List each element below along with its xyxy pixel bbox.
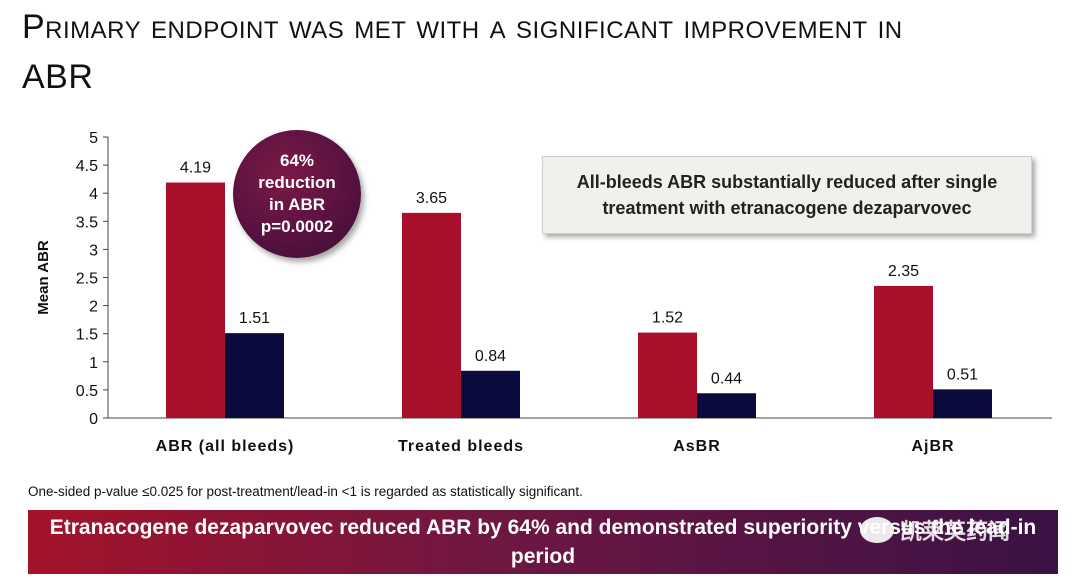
category-label: Treated bleeds [398,438,524,455]
data-label: 1.51 [239,310,270,327]
banner-text: Etranacogene dezaparvovec reduced ABR by… [49,516,1037,568]
y-tick-label: 5 [89,130,98,147]
y-tick-label: 1.5 [76,327,98,344]
bar [697,393,756,418]
badge-line-2: reduction [258,173,336,192]
y-tick-label: 0.5 [76,383,98,400]
data-label: 1.52 [652,310,683,327]
badge-line-4: p=0.0002 [260,217,334,236]
y-tick-label: 4 [89,186,98,203]
category-label: AsBR [673,438,721,455]
y-axis-title: Mean ABR [35,240,52,315]
category-label: ABR (all bleeds) [156,438,295,455]
y-tick-label: 4.5 [76,158,98,175]
y-tick-label: 3 [89,242,98,259]
y-tick-label: 0 [89,411,98,428]
badge-line-3: in ABR [268,195,326,214]
data-label: 0.44 [711,370,742,387]
bar [874,285,933,418]
callout-box: All-bleeds ABR substantially reduced aft… [542,156,1032,234]
wechat-icon [860,517,894,543]
data-label: 3.65 [416,190,447,207]
y-tick-label: 2 [89,299,98,316]
data-label: 0.51 [947,366,978,383]
page-title: Primary endpoint was met with a signific… [22,8,903,96]
bar [166,182,225,418]
bar [225,333,284,418]
data-label: 0.84 [475,348,506,365]
bar [461,370,520,418]
data-label: 4.19 [180,160,211,177]
watermark-text: 凯莱英药闻 [900,519,1011,544]
y-tick-label: 2.5 [76,271,98,288]
footnote: One-sided p-value ≤0.025 for post-treatm… [28,484,583,499]
reduction-badge: 64% reduction in ABR p=0.0002 [233,130,361,258]
badge-line-1: 64% [279,151,315,170]
bar [638,332,697,418]
category-label: AjBR [911,438,954,455]
callout-line-1: All-bleeds ABR substantially reduced aft… [576,172,998,192]
bar [402,212,461,418]
bar [933,389,992,418]
data-label: 2.35 [888,263,919,280]
y-tick-label: 3.5 [76,214,98,231]
y-tick-label: 1 [89,355,98,372]
watermark: 凯莱英药闻 [860,514,1010,546]
callout-line-2: treatment with etranacogene dezaparvovec [602,198,972,218]
